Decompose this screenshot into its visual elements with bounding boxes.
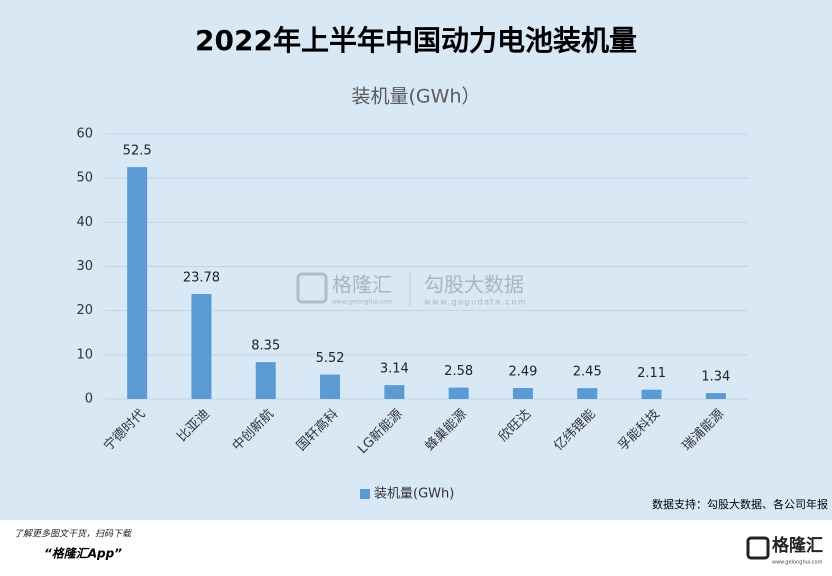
y-tick-label: 60: [76, 127, 93, 142]
chart-title: 2022年上半年中国动力电池装机量: [195, 24, 637, 57]
bar: [512, 388, 533, 399]
value-label: 3.14: [380, 362, 409, 377]
bar: [320, 374, 341, 399]
watermark: 格隆汇 www.gelonghui.com 勾股大数据 www.gogudata…: [296, 272, 527, 307]
watermark-icon: [296, 272, 328, 304]
watermark-brand: 格隆汇: [332, 273, 392, 297]
bar: [448, 387, 469, 399]
value-label: 1.34: [701, 370, 730, 385]
background: [0, 0, 832, 520]
bar: [577, 388, 598, 399]
footer-line1: 了解更多图文干货，扫码下载: [14, 529, 132, 540]
watermark-partner: 勾股大数据: [424, 273, 524, 297]
footer-line2: “格隆汇App”: [44, 547, 122, 561]
watermark-partner-url: www.gogudata.com: [424, 298, 527, 307]
footer-logo: 格隆汇: [772, 535, 823, 556]
footer-bg: [0, 520, 832, 572]
value-label: 8.35: [251, 339, 280, 354]
watermark-brand-url: www.gelonghui.com: [332, 299, 393, 306]
bar: [641, 389, 662, 399]
bar: [255, 362, 276, 399]
value-label: 2.45: [573, 365, 602, 380]
source: 数据支持：勾股大数据、各公司年报: [652, 497, 828, 511]
y-tick-label: 10: [76, 347, 93, 362]
value-label: 23.78: [183, 270, 220, 285]
bar: [191, 293, 212, 399]
chart-subtitle: 装机量(GWh）: [352, 86, 481, 108]
y-tick-label: 20: [76, 303, 93, 318]
bar: [384, 385, 405, 399]
y-tick-label: 30: [76, 259, 93, 274]
y-tick-label: 40: [76, 215, 93, 230]
value-label: 5.52: [316, 351, 345, 366]
legend-swatch: [360, 489, 370, 499]
legend-label: 装机量(GWh): [374, 487, 454, 502]
value-label: 2.58: [444, 364, 473, 379]
value-label: 2.49: [508, 365, 537, 380]
y-tick-label: 0: [85, 392, 93, 407]
y-tick-label: 50: [76, 171, 93, 186]
bar: [127, 167, 148, 399]
value-label: 52.5: [123, 144, 152, 159]
bar: [705, 393, 726, 399]
footer-logo-icon: [746, 536, 770, 560]
footer-logo-url: www.gelonghui.com: [772, 560, 823, 566]
value-label: 2.11: [637, 366, 666, 381]
